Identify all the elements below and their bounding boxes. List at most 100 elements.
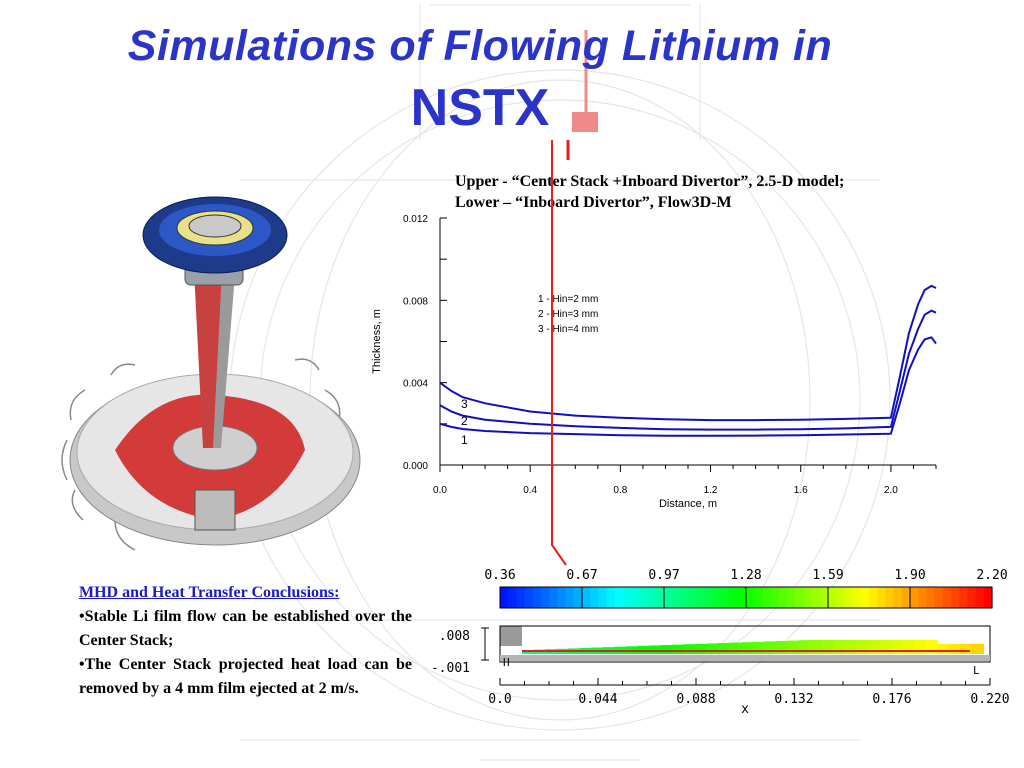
- series-line-2: [439, 309, 937, 431]
- colorbar-segment: [639, 587, 649, 608]
- colorbar-segment: [778, 587, 788, 608]
- wall-strip: [500, 655, 990, 661]
- conclusion-item-2: •The Center Stack projected heat load ca…: [79, 656, 412, 697]
- colorbar-tick-label: 0.67: [566, 568, 597, 583]
- colorbar-segment: [655, 587, 665, 608]
- film-cell: [775, 640, 788, 654]
- chart-series-group: [439, 140, 937, 566]
- film-cell: [752, 641, 765, 654]
- colorbar-segment: [508, 587, 517, 608]
- sim-x-tick-label: 0.220: [970, 692, 1009, 707]
- colorbar-segment: [926, 587, 936, 608]
- colorbar-segment: [631, 587, 640, 608]
- colorbar-segment: [500, 587, 509, 608]
- colorbar-segment: [877, 587, 886, 608]
- x-tick-label: 1.6: [794, 485, 808, 496]
- colorbar-segment: [516, 587, 526, 608]
- colorbar-segment: [918, 587, 927, 608]
- chart-labels: 0.0 0.4 0.8 1.2 1.6 2.0 0.000 0.004 0.008 0.012 Di…: [371, 214, 898, 510]
- legend-entry: 3 - Hin=4 mm: [538, 324, 598, 335]
- slide-title-line1: Simulations of Flowing Lithium in: [127, 22, 833, 70]
- colorbar-segment: [729, 587, 739, 608]
- colorbar-segment: [680, 587, 690, 608]
- film-cell: [706, 643, 719, 654]
- colorbar-tick-label: 2.20: [976, 568, 1007, 583]
- colorbar-segment: [573, 587, 583, 608]
- colorbar-segment: [959, 587, 968, 608]
- legend-entry: 2 - Hin=3 mm: [538, 309, 598, 320]
- sim-y-tick-label: -.001: [431, 661, 470, 676]
- red-marker-line: [551, 140, 567, 566]
- x-tick-label: 0.0: [433, 485, 447, 496]
- colorbar-segment: [869, 587, 878, 608]
- colorbar-segment: [532, 587, 542, 608]
- colorbar-segment: [647, 587, 657, 608]
- film-cell: [648, 645, 661, 654]
- colorbar-tick-label: 1.90: [894, 568, 925, 583]
- colorbar-segment: [901, 587, 911, 608]
- film-cell: [729, 642, 742, 654]
- colorbar-segment: [910, 587, 919, 608]
- colorbar-segment: [614, 587, 624, 608]
- sim-x-tick-label: 0.088: [676, 692, 715, 707]
- colorbar-tick-label: 0.36: [484, 568, 515, 583]
- domain-label-H: H: [503, 656, 510, 669]
- colorbar-segment: [795, 587, 804, 608]
- y-tick-label: 0.000: [403, 461, 428, 472]
- x-tick-label: 2.0: [884, 485, 898, 496]
- y-axis-label: Thickness, m: [371, 309, 383, 374]
- x-tick-label: 0.4: [523, 485, 537, 496]
- conclusion-item-1: •Stable Li film flow can be established …: [79, 608, 412, 649]
- colorbar-segment: [852, 587, 862, 608]
- curve-label-3: 3: [461, 397, 468, 411]
- conclusions-heading: MHD and Heat Transfer Conclusions:: [79, 584, 340, 601]
- colorbar-segment: [811, 587, 821, 608]
- film-cell: [660, 645, 673, 654]
- colorbar-tick-label: 0.97: [648, 568, 679, 583]
- caption-line-lower: Lower – “Inboard Divertor”, Flow3D-M: [455, 194, 732, 211]
- colorbar-segment: [942, 587, 952, 608]
- x-axis-label: Distance, m: [659, 498, 717, 510]
- colorbar-segment: [983, 587, 993, 608]
- colorbar-segment: [754, 587, 763, 608]
- film-cell: [937, 644, 950, 654]
- colorbar-segment: [549, 587, 558, 608]
- colorbar-tick-label: 1.28: [730, 568, 761, 583]
- colorbar-segment: [787, 587, 796, 608]
- colorbar-segment: [885, 587, 895, 608]
- colorbar-tick-label: 1.59: [812, 568, 843, 583]
- colorbar-segment: [819, 587, 829, 608]
- film-cell: [718, 643, 731, 654]
- colorbar-segment: [688, 587, 698, 608]
- colorbar-segment: [934, 587, 944, 608]
- series-line-1: [439, 336, 937, 437]
- film-cell: [764, 641, 777, 654]
- colorbar-segment: [762, 587, 772, 608]
- colorbar-segment: [737, 587, 747, 608]
- colorbar-segment: [828, 587, 837, 608]
- colorbar-segment: [844, 587, 854, 608]
- center-stack-3d-illustration: [61, 196, 361, 551]
- film-cell: [741, 642, 754, 654]
- colorbar-segment: [975, 587, 985, 608]
- sim-x-tick-label: 0.132: [774, 692, 813, 707]
- inlet-block: [500, 626, 522, 646]
- colorbar-segment: [598, 587, 608, 608]
- y-tick-label: 0.004: [403, 379, 428, 390]
- colorbar-segment: [524, 587, 534, 608]
- colorbar-segment: [746, 587, 755, 608]
- x-tick-label: 1.2: [704, 485, 718, 496]
- legend-entry: 1 - Hin=2 mm: [538, 294, 598, 305]
- colorbar-segment: [836, 587, 845, 608]
- colorbar-segment: [705, 587, 714, 608]
- film-cell: [683, 644, 696, 654]
- film-cell: [960, 644, 973, 654]
- colorbar-segment: [557, 587, 567, 608]
- film-cell: [695, 643, 708, 654]
- sim-x-tick-label: 0.044: [578, 692, 617, 707]
- sim-x-axis-label: x: [741, 702, 749, 717]
- colorbar-segment: [893, 587, 903, 608]
